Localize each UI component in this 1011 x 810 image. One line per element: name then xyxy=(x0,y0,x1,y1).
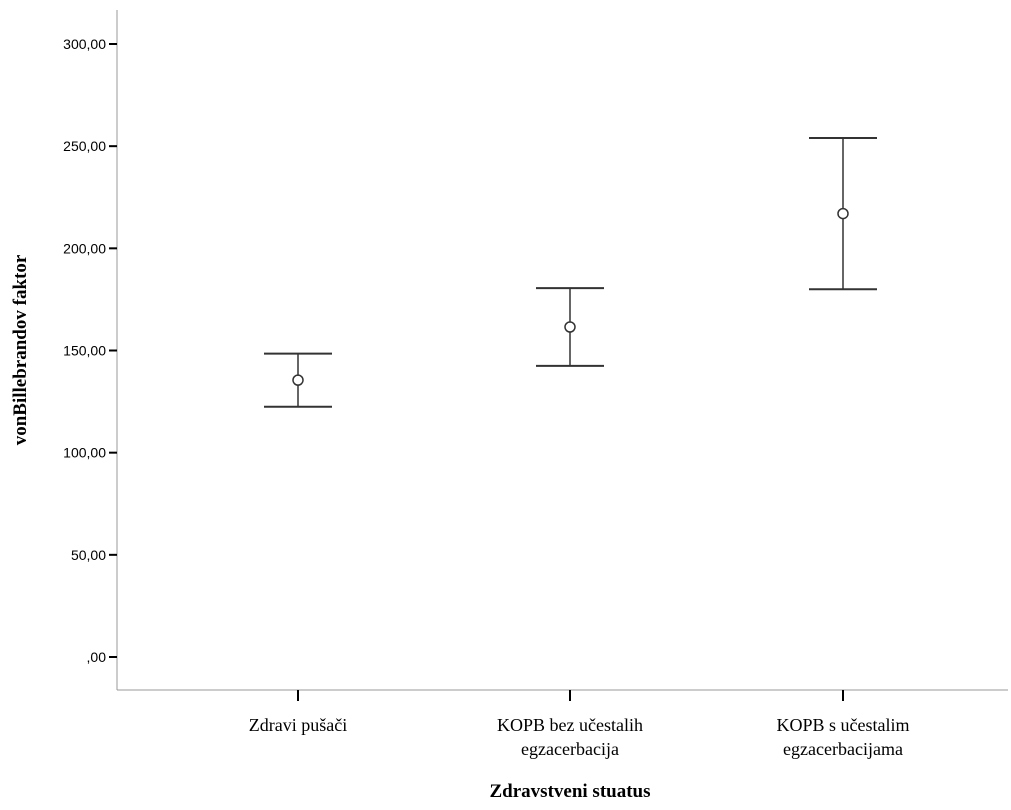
y-tick-label: 150,00 xyxy=(63,343,106,359)
x-tick-label: KOPB bez učestalih xyxy=(497,715,643,735)
y-tick-label: 100,00 xyxy=(63,445,106,461)
mean-point xyxy=(837,207,849,220)
y-tick-label: 200,00 xyxy=(63,240,106,256)
x-tick-label: egzacerbacijama xyxy=(783,739,903,759)
x-axis-title: Zdravstveni stuatus xyxy=(490,781,651,802)
mean-point xyxy=(292,374,304,386)
y-tick-label: ,00 xyxy=(87,649,107,665)
x-tick-label: Zdravi pušači xyxy=(249,715,347,735)
y-tick-label: 50,00 xyxy=(71,547,106,563)
y-tick-label: 300,00 xyxy=(63,36,106,52)
x-tick-label: egzacerbacija xyxy=(521,739,619,759)
x-tick-label: KOPB s učestalim xyxy=(777,715,910,735)
mean-point xyxy=(564,321,576,333)
y-axis-title: vonBillebrandov faktor xyxy=(10,254,31,445)
y-tick-label: 250,00 xyxy=(63,138,106,154)
